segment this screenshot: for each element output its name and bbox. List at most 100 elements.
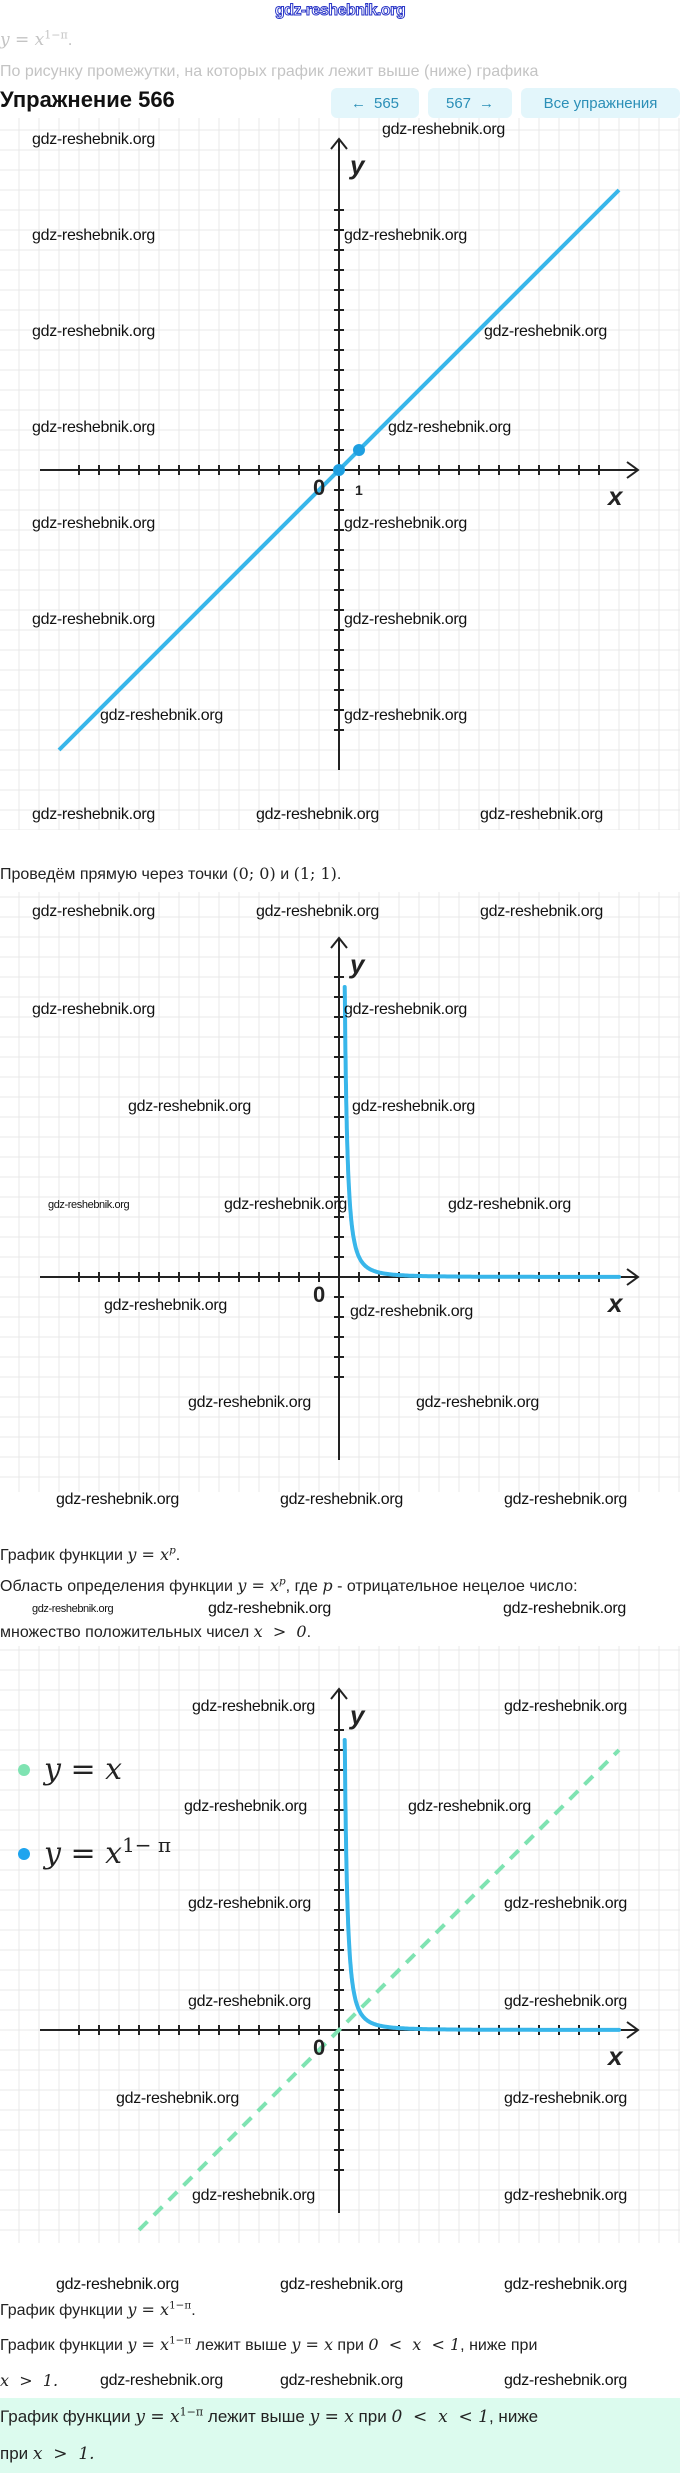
graph-power [0, 892, 680, 1492]
y-axis-label: y [350, 949, 365, 979]
watermark: gdz-reshebnik.org [344, 227, 467, 244]
watermark: gdz-reshebnik.org [504, 2276, 627, 2293]
watermark: gdz-reshebnik.org [188, 1993, 311, 2010]
y-axis-arrow-icon [330, 1687, 348, 1700]
watermark: gdz-reshebnik.org [56, 1491, 179, 1508]
watermark: gdz-reshebnik.org [56, 2276, 179, 2293]
watermark: gdz-reshebnik.org [32, 419, 155, 436]
watermark: gdz-reshebnik.org [32, 323, 155, 340]
watermark: gdz-reshebnik.org [344, 1001, 467, 1018]
x-axis-label: x [608, 1288, 623, 1318]
x-axis-arrow-icon [626, 1268, 640, 1286]
site-watermark: gdz-reshebnik.org [274, 2, 406, 20]
text-comparison-line2: x > 1. [0, 2371, 59, 2390]
watermark: gdz-reshebnik.org [408, 1798, 531, 1815]
faded-text: По рисунку промежутки, на которых график… [0, 63, 539, 80]
watermark: gdz-reshebnik.org [32, 227, 155, 244]
arrow-right-icon: → [479, 94, 495, 112]
watermark: gdz-reshebnik.org [352, 1098, 475, 1115]
watermark: gdz-reshebnik.org [350, 1303, 473, 1320]
all-exercises-button[interactable]: Все упражнения [521, 88, 680, 118]
graph-comparison [0, 1646, 680, 2243]
watermark: gdz-reshebnik.org [128, 1098, 251, 1115]
watermark: gdz-reshebnik.org [32, 1603, 114, 1615]
graph-linear [0, 118, 680, 830]
watermark: gdz-reshebnik.org [344, 707, 467, 724]
watermark: gdz-reshebnik.org [484, 323, 607, 340]
watermark: gdz-reshebnik.org [32, 131, 155, 148]
watermark: gdz-reshebnik.org [280, 1491, 403, 1508]
watermark: gdz-reshebnik.org [100, 707, 223, 724]
curve-power-function [342, 985, 621, 1279]
text-draw-line: Проведём прямую через точки (0; 0) и (1;… [0, 864, 342, 883]
watermark: gdz-reshebnik.org [192, 1698, 315, 1715]
green-dot-icon [18, 1764, 30, 1776]
watermark: gdz-reshebnik.org [48, 1199, 130, 1211]
watermark: gdz-reshebnik.org [504, 1698, 627, 1715]
watermark: gdz-reshebnik.org [504, 2090, 627, 2107]
watermark: gdz-reshebnik.org [32, 903, 155, 920]
answer-line2: при x > 1. [0, 2444, 95, 2464]
watermark: gdz-reshebnik.org [32, 611, 155, 628]
watermark: gdz-reshebnik.org [382, 121, 505, 138]
watermark: gdz-reshebnik.org [116, 2090, 239, 2107]
curve-power-function [342, 1738, 621, 2032]
watermark: gdz-reshebnik.org [224, 1196, 347, 1213]
y-axis-arrow-icon [330, 137, 348, 150]
watermark: gdz-reshebnik.org [32, 515, 155, 532]
watermark: gdz-reshebnik.org [100, 2372, 223, 2389]
watermark: gdz-reshebnik.org [504, 1491, 627, 1508]
watermark: gdz-reshebnik.org [192, 2187, 315, 2204]
watermark: gdz-reshebnik.org [208, 1600, 331, 1617]
watermark: gdz-reshebnik.org [256, 806, 379, 823]
watermark: gdz-reshebnik.org [504, 1895, 627, 1912]
y-axis-label: y [350, 150, 365, 180]
watermark: gdz-reshebnik.org [448, 1196, 571, 1213]
watermark: gdz-reshebnik.org [504, 2187, 627, 2204]
legend-item-power: y = x1− π [18, 1835, 171, 1872]
next-exercise-button[interactable]: 567 → [428, 88, 512, 118]
origin-label: 0 [313, 2035, 326, 2060]
x-axis-arrow-icon [626, 461, 640, 479]
watermark: gdz-reshebnik.org [388, 419, 511, 436]
watermark: gdz-reshebnik.org [280, 2372, 403, 2389]
arrow-left-icon: ← [350, 94, 366, 112]
watermark: gdz-reshebnik.org [184, 1798, 307, 1815]
blue-dot-icon [18, 1848, 30, 1860]
watermark: gdz-reshebnik.org [280, 2276, 403, 2293]
watermark: gdz-reshebnik.org [104, 1297, 227, 1314]
prev-exercise-button[interactable]: ← 565 [331, 88, 419, 118]
x-axis-label: x [608, 2041, 623, 2071]
text-comparison: График функции y = x1−π лежит выше y = x… [0, 2334, 538, 2354]
answer-line1: График функции y = x1−π лежит выше y = x… [0, 2405, 539, 2427]
text-power-graph-2: График функции y = x1−π. [0, 2299, 196, 2319]
y-axis-arrow-icon [330, 936, 348, 949]
watermark: gdz-reshebnik.org [504, 1993, 627, 2010]
page-title: Упражнение 566 [0, 87, 175, 112]
origin-label: 0 [313, 1282, 326, 1307]
text-power-graph: График функции y = xp. [0, 1544, 181, 1564]
watermark: gdz-reshebnik.org [480, 903, 603, 920]
answer-box: График функции y = x1−π лежит выше y = x… [0, 2398, 680, 2473]
legend-item-linear: y = x [18, 1752, 122, 1788]
watermark: gdz-reshebnik.org [188, 1394, 311, 1411]
watermark: gdz-reshebnik.org [188, 1895, 311, 1912]
text-domain: Область определения функции y = xp, где … [0, 1575, 578, 1595]
y-axis-label: y [350, 1700, 365, 1730]
watermark: gdz-reshebnik.org [416, 1394, 539, 1411]
point-one-one [353, 444, 365, 456]
watermark: gdz-reshebnik.org [480, 806, 603, 823]
text-domain-line2: множество положительных чисел x > 0. [0, 1622, 312, 1641]
line-y-equals-x-dashed [137, 1748, 621, 2232]
watermark: gdz-reshebnik.org [32, 1001, 155, 1018]
watermark: gdz-reshebnik.org [32, 806, 155, 823]
watermark: gdz-reshebnik.org [503, 1600, 626, 1617]
watermark: gdz-reshebnik.org [344, 515, 467, 532]
point-origin [333, 464, 345, 476]
watermark: gdz-reshebnik.org [256, 903, 379, 920]
tick-label-one: 1 [355, 482, 363, 498]
watermark: gdz-reshebnik.org [344, 611, 467, 628]
x-axis-arrow-icon [626, 2021, 640, 2039]
x-axis-label: x [608, 481, 623, 511]
watermark: gdz-reshebnik.org [504, 2372, 627, 2389]
